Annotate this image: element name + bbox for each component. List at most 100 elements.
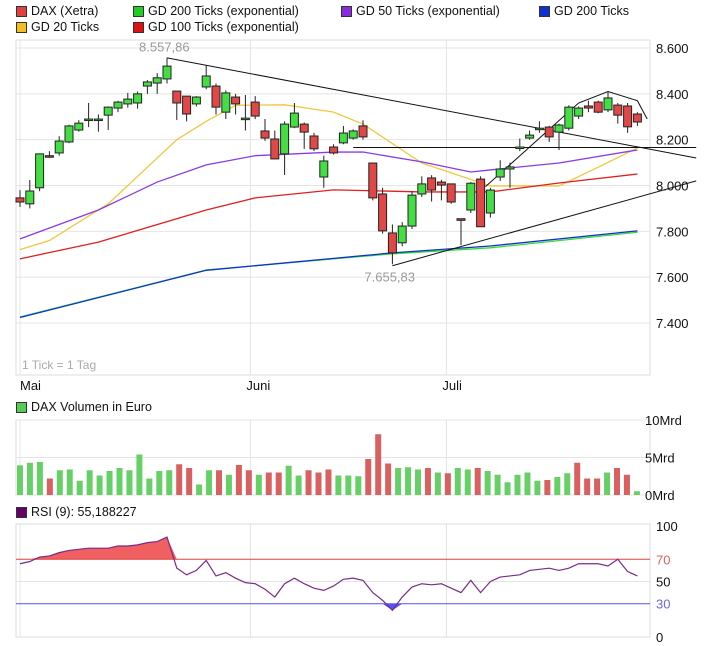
- volume-bar: [26, 462, 33, 495]
- volume-bar: [444, 473, 451, 495]
- volume-bar: [146, 478, 153, 495]
- legend-item-gd200: GD 200 Ticks: [539, 4, 629, 18]
- volume-bar: [156, 471, 163, 495]
- volume-bar: [355, 476, 362, 495]
- legend-item-gd50-exp: GD 50 Ticks (exponential): [341, 4, 500, 18]
- volume-bar: [166, 470, 173, 495]
- volume-bar: [345, 475, 352, 495]
- candle: [133, 93, 143, 104]
- candle: [35, 153, 45, 189]
- candle: [593, 101, 603, 113]
- candle: [329, 146, 339, 154]
- candle: [397, 225, 407, 244]
- tick-note: 1 Tick = 1 Tag: [22, 358, 97, 372]
- candle: [368, 162, 378, 199]
- candle: [319, 160, 329, 178]
- volume-bar: [106, 471, 113, 495]
- volume-bar: [216, 470, 222, 495]
- rsi-panel-frame: [15, 523, 651, 638]
- legend-swatch: [16, 506, 27, 518]
- volume-bar: [464, 469, 471, 495]
- candle: [544, 126, 554, 138]
- y-tick-label: 8.200: [656, 133, 689, 148]
- candle: [427, 177, 437, 191]
- volume-bar: [554, 477, 561, 495]
- y-tick-label: 0Mrd: [645, 488, 675, 503]
- candle: [495, 168, 505, 178]
- volume-bar: [285, 465, 292, 495]
- candle: [613, 104, 623, 116]
- volume-legend-label: DAX Volumen in Euro: [31, 400, 152, 414]
- legend-swatch: [341, 5, 352, 17]
- candle: [152, 77, 162, 84]
- volume-bar: [76, 480, 83, 495]
- legend-swatch: [16, 401, 27, 413]
- candle: [113, 101, 123, 109]
- candle: [574, 107, 584, 117]
- volume-bar: [405, 467, 412, 495]
- volume-bar: [176, 464, 183, 495]
- volume-bar: [56, 470, 63, 495]
- volume-legend: DAX Volumen in Euro: [16, 400, 152, 414]
- y-tick-label: 10Mrd: [645, 413, 682, 428]
- volume-bar: [335, 475, 342, 495]
- volume-bar: [544, 480, 551, 495]
- x-tick-label: Juli: [442, 378, 462, 393]
- legend-label: GD 200 Ticks: [554, 4, 630, 18]
- volume-bar: [584, 478, 591, 495]
- legend-swatch: [133, 5, 144, 17]
- y-tick-label: 5Mrd: [645, 451, 675, 466]
- candle: [387, 232, 397, 254]
- legend-label: DAX (Xetra): [31, 4, 99, 18]
- price-annotation: 7.655,83: [364, 269, 415, 284]
- volume-bar: [504, 482, 511, 495]
- volume-bar: [225, 474, 232, 495]
- y-tick-label: 70: [656, 552, 670, 567]
- candle: [172, 90, 182, 104]
- rsi-line: [19, 536, 638, 612]
- candle: [446, 183, 456, 203]
- volume-bar: [395, 468, 402, 495]
- volume-bar: [46, 478, 53, 495]
- candle: [250, 101, 260, 117]
- legend-item-gd20: GD 20 Ticks: [16, 20, 99, 34]
- candle: [123, 98, 133, 105]
- volume-bar: [265, 472, 272, 495]
- legend-item-dax: DAX (Xetra): [16, 4, 98, 18]
- volume-bar: [315, 472, 322, 495]
- candle: [240, 117, 250, 121]
- candle: [436, 181, 446, 186]
- candle: [211, 85, 221, 108]
- rsi-oversold-fill: [20, 603, 638, 611]
- candle: [564, 106, 574, 129]
- trend-line: [485, 91, 648, 188]
- volume-bar: [255, 474, 262, 495]
- legend-swatch: [539, 5, 550, 17]
- y-tick-label: 50: [656, 575, 670, 590]
- volume-bar: [385, 463, 392, 495]
- volume-bar: [36, 462, 43, 495]
- moving-average-line: [19, 149, 638, 240]
- volume-bar: [574, 462, 581, 495]
- candle: [270, 138, 280, 160]
- candle: [309, 135, 319, 150]
- candle: [191, 96, 201, 105]
- main-panel-frame: [15, 39, 651, 376]
- y-tick-label: 100: [656, 519, 678, 534]
- y-tick-label: 0: [656, 630, 663, 645]
- trend-line: [166, 57, 697, 159]
- volume-bar: [614, 468, 620, 495]
- volume-bar: [633, 491, 640, 495]
- candle: [221, 92, 231, 113]
- volume-bar: [365, 459, 372, 495]
- candle: [525, 134, 535, 139]
- volume-bar: [206, 470, 213, 495]
- candle: [182, 95, 192, 115]
- candle: [142, 81, 152, 87]
- candle: [64, 125, 74, 143]
- candle: [15, 197, 25, 203]
- legend-label: GD 50 Ticks (exponential): [356, 4, 500, 18]
- rsi-overbought-fill: [20, 537, 638, 560]
